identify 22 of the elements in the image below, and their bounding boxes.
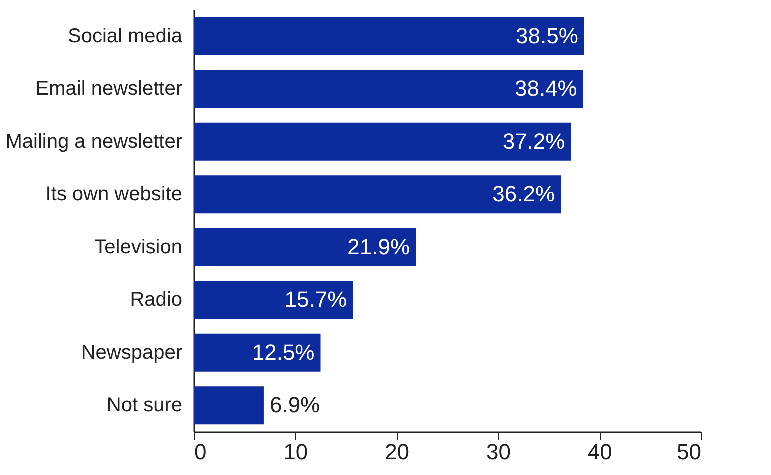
data-label: 37.2% xyxy=(502,128,566,154)
data-label: 38.4% xyxy=(514,76,578,102)
data-label: 21.9% xyxy=(348,234,410,260)
y-tick-label: Social media xyxy=(68,25,184,48)
y-tick-label: Not sure xyxy=(106,394,182,417)
y-tick-label: Radio xyxy=(130,289,182,312)
y-tick-label: Television xyxy=(94,236,182,258)
data-label: 15.7% xyxy=(284,287,348,312)
x-tick-label: 40 xyxy=(588,440,612,464)
data-label: 12.5% xyxy=(252,340,315,365)
y-tick-label: Newspaper xyxy=(81,342,183,364)
x-tick-label: 20 xyxy=(385,440,410,464)
y-tick-label: Email newsletter xyxy=(36,78,183,100)
x-tick-label: 50 xyxy=(677,440,702,464)
y-tick-label: Mailing a newsletter xyxy=(6,130,183,153)
data-label: 38.5% xyxy=(516,23,578,48)
data-label: 6.9% xyxy=(270,392,320,418)
y-tick-label: Its own website xyxy=(46,184,182,206)
x-tick-label: 10 xyxy=(284,440,308,464)
x-tick-label: 30 xyxy=(486,440,511,464)
data-label: 36.2% xyxy=(492,182,556,207)
x-tick-label: 0 xyxy=(194,440,207,464)
